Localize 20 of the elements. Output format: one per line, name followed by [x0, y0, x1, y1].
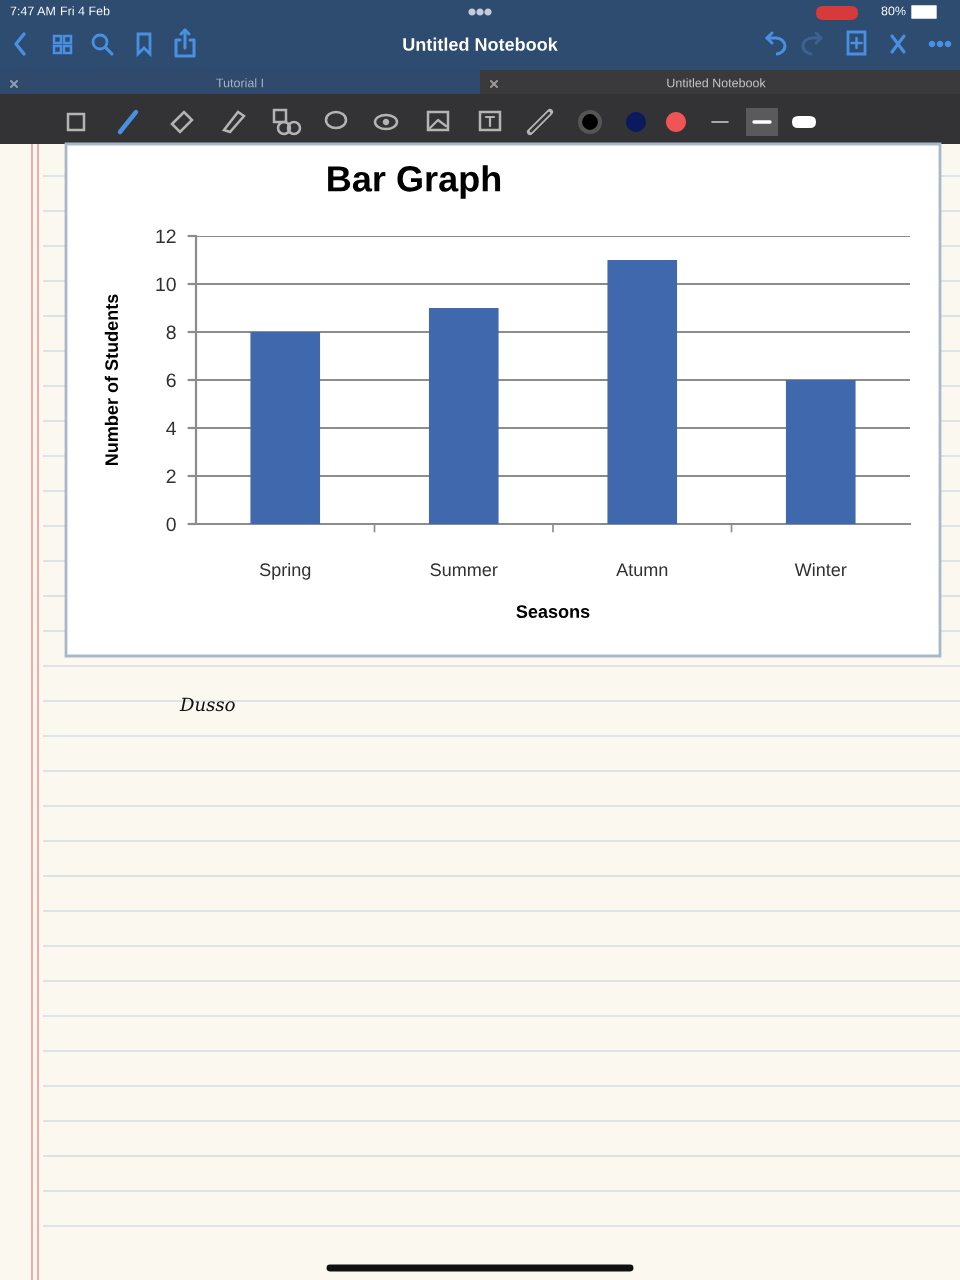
bar: [250, 332, 321, 524]
bar: [785, 380, 856, 524]
y-tick-label: 8: [166, 325, 176, 340]
x-tick-label: Summer: [430, 563, 498, 577]
text: Dusso: [179, 697, 235, 712]
y-tick-label: 0: [166, 517, 176, 532]
x-tick-label: Atumn: [616, 563, 668, 577]
x-tick-label: Winter: [794, 562, 847, 577]
y-tick-label: 6: [166, 373, 176, 388]
bar: [428, 308, 499, 524]
text: Untitled Notebook: [403, 37, 558, 51]
chart-title: Bar Graph: [328, 165, 501, 199]
x-axis-title: Seasons: [516, 605, 590, 618]
y-tick-label: 2: [166, 469, 176, 484]
y-tick-label: 12: [156, 229, 176, 244]
y-tick-label: 4: [166, 421, 176, 436]
bar: [607, 260, 678, 524]
y-tick-label: 10: [156, 277, 176, 292]
x-tick-label: Spring: [259, 562, 311, 580]
y-axis-title: Number of Students: [104, 294, 119, 466]
